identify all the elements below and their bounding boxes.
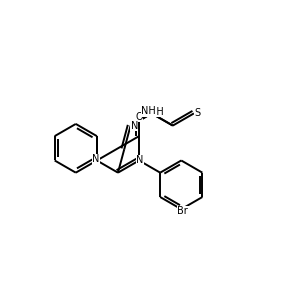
- Text: Br: Br: [177, 206, 188, 217]
- Text: N: N: [136, 156, 144, 166]
- Text: S: S: [194, 108, 200, 118]
- Text: N: N: [131, 121, 138, 130]
- Text: NH: NH: [141, 106, 156, 116]
- Text: O: O: [135, 112, 143, 122]
- Text: NH: NH: [149, 107, 164, 117]
- Text: N: N: [92, 154, 100, 164]
